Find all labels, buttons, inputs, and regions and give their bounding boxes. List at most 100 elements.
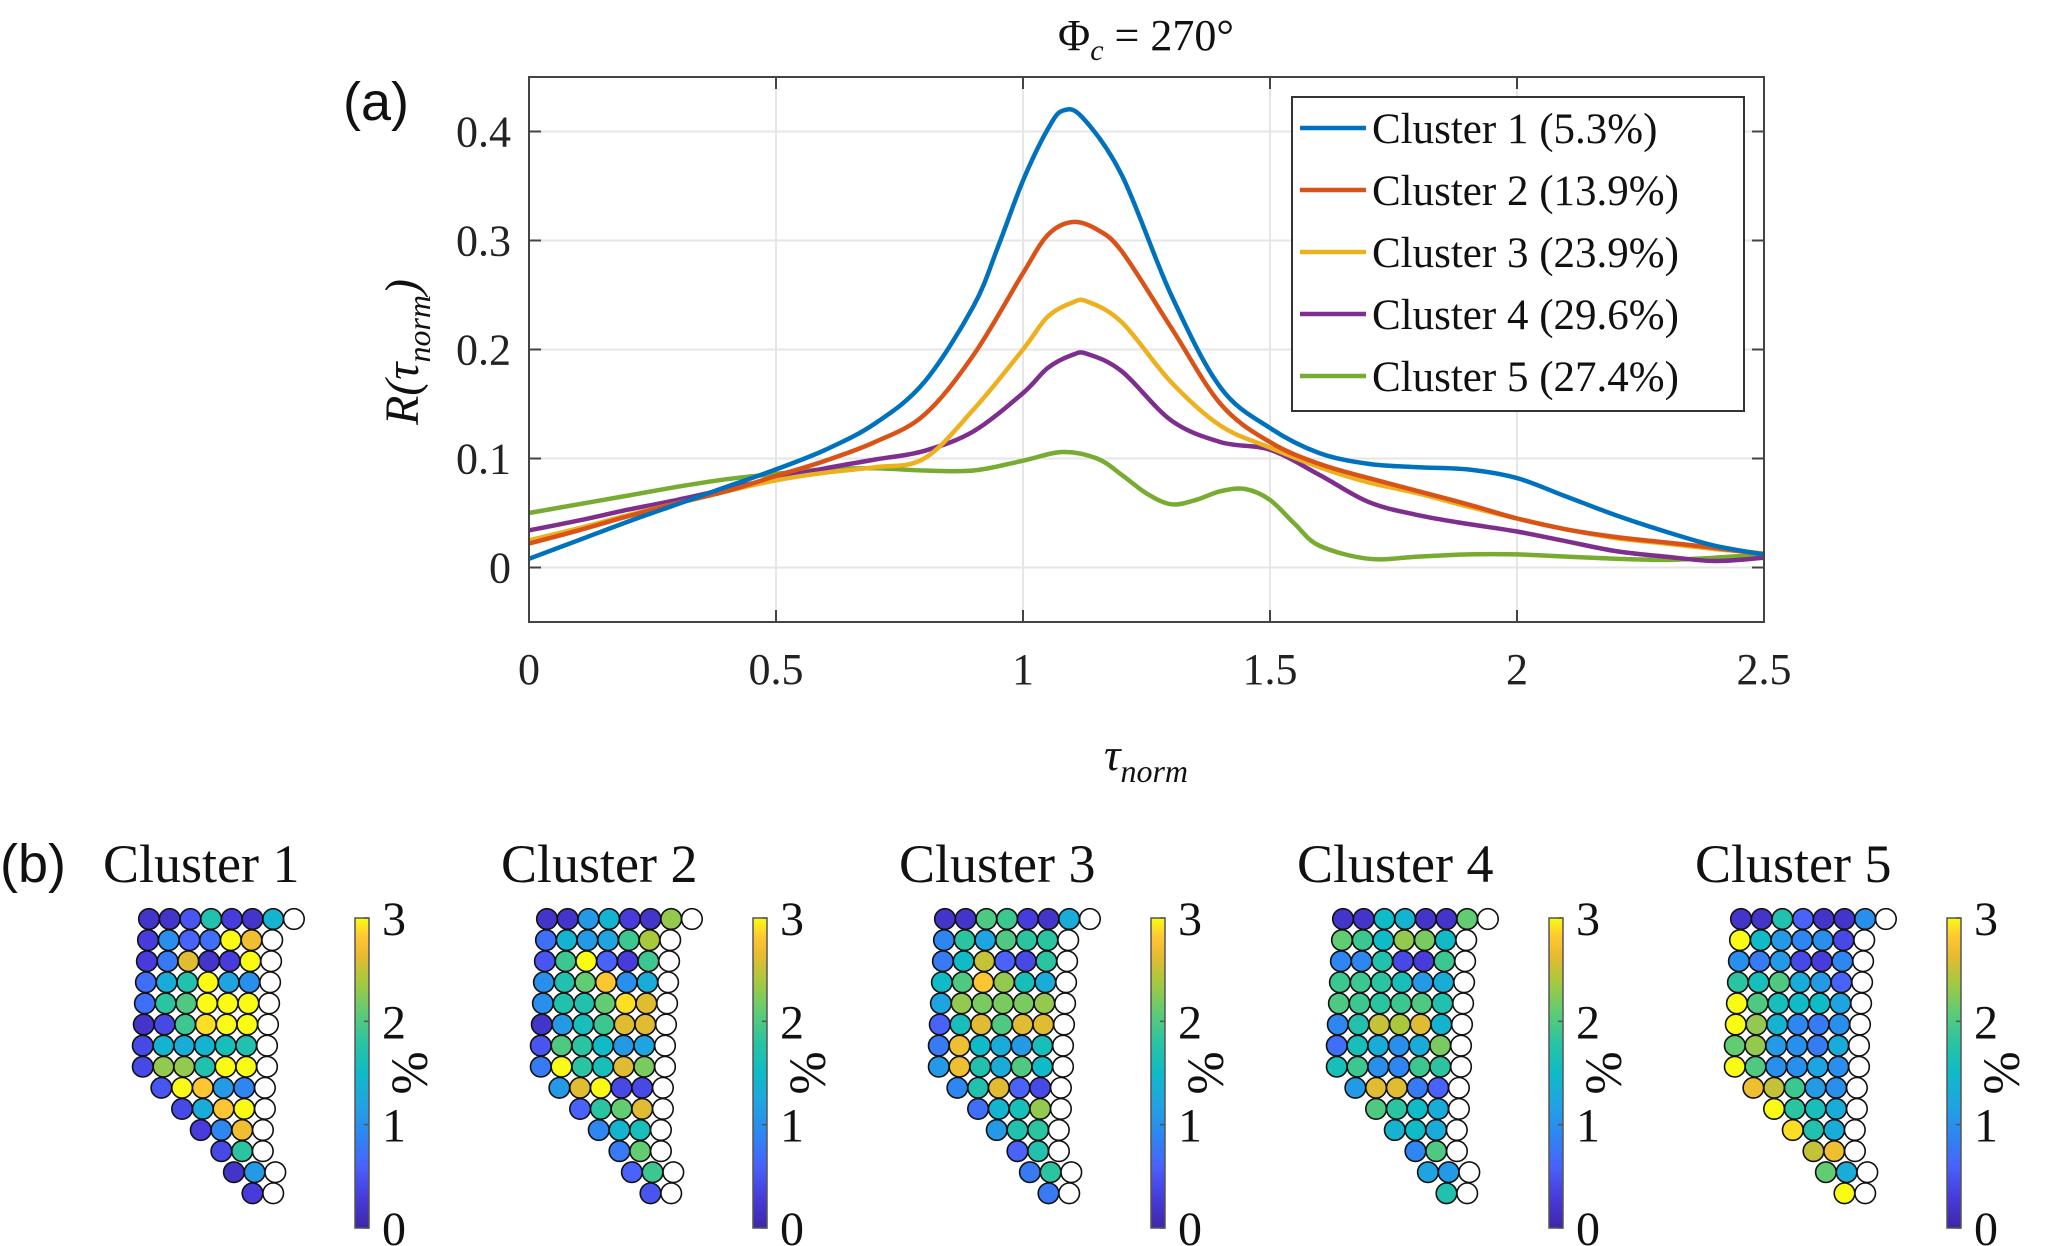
title-subscript: c: [1090, 34, 1103, 67]
cluster-map-title: Cluster 5: [1695, 834, 1892, 894]
sensor-circle: [1828, 1013, 1851, 1036]
sensor-circle: [1013, 971, 1036, 994]
empty-sensor-circle: [1049, 1097, 1072, 1120]
empty-sensor-circle: [259, 971, 282, 994]
sensor-circle: [1770, 928, 1793, 952]
empty-sensor-circle: [653, 1055, 677, 1078]
sensor-circle: [618, 907, 641, 931]
colorbar-tick-label: 1: [1178, 1100, 1202, 1153]
sensor-circle: [239, 950, 262, 973]
sensor-circle: [194, 1013, 217, 1036]
sensor-circle: [948, 1034, 971, 1057]
sensor-circle: [951, 971, 974, 994]
sensor-circle: [553, 971, 576, 994]
colorbar-tick-label: 0: [382, 1203, 406, 1246]
sensor-circle: [1370, 971, 1393, 994]
sensor-circle: [156, 950, 179, 973]
sensor-circle: [1725, 992, 1748, 1015]
sensor-circle: [1723, 1034, 1746, 1057]
sensor-circle: [1811, 928, 1834, 952]
sensor-circle: [1369, 992, 1392, 1015]
sensor-circle: [1027, 1118, 1050, 1142]
empty-sensor-circle: [655, 992, 679, 1015]
sensor-circle: [573, 992, 596, 1015]
sensor-circle: [1367, 1034, 1390, 1057]
colorbar-gradient: [1150, 917, 1166, 1229]
empty-sensor-circle: [680, 907, 704, 931]
sensor-circle: [1385, 1076, 1408, 1099]
panel-b-label: (b): [0, 834, 66, 894]
sensor-circle: [134, 971, 157, 994]
sensor-circle: [1408, 1034, 1431, 1057]
sensor-circle: [212, 1076, 235, 1099]
sensor-circle: [136, 928, 160, 952]
sensor-circle: [529, 1055, 552, 1078]
sensor-circle: [237, 992, 260, 1015]
sensor-circle: [975, 907, 998, 931]
sensor-circle: [154, 992, 177, 1015]
sensor-circle: [550, 1034, 573, 1057]
sensor-circle: [927, 1055, 950, 1078]
empty-sensor-circle: [649, 1118, 673, 1142]
legend-label: Cluster 2 (13.9%): [1372, 168, 1679, 215]
sensor-circle: [1427, 1097, 1450, 1120]
sensor-circle: [1390, 971, 1414, 994]
sensor-circle: [589, 1097, 612, 1120]
panel-a: (a) Φc = 270° 0 0.5 1 1.5 2 2.5 0 0.1 0.2 0.3 0.4…: [343, 11, 1792, 789]
sensor-circle: [593, 992, 617, 1015]
sensor-circle: [1823, 1139, 1846, 1163]
sensor-circle: [241, 907, 264, 931]
sensor-circle: [1437, 1161, 1460, 1184]
sensor-circle: [131, 1055, 154, 1078]
cluster-map-title: Cluster 3: [899, 834, 1096, 894]
sensor-circle: [214, 1055, 237, 1078]
sensor-circle: [1033, 992, 1056, 1015]
sensor-circle: [1011, 1013, 1034, 1036]
sensor-circle: [1411, 971, 1434, 994]
sensor-circle: [179, 907, 202, 931]
colorbar-tick-label: 1: [1576, 1100, 1600, 1153]
sensor-circle: [636, 971, 659, 994]
sensor-circle: [574, 971, 597, 994]
colorbar: 0 1 2 3%: [1946, 893, 2031, 1246]
sensor-circle: [233, 1076, 256, 1099]
sensor-circle: [1010, 1055, 1033, 1078]
sensor-circle: [572, 1013, 595, 1036]
circle-grid: [131, 907, 306, 1205]
sensor-circle: [131, 1034, 154, 1057]
title-phi: Φ: [1058, 11, 1090, 60]
sensor-circle: [193, 1055, 216, 1078]
colorbar-tick-label: 3: [1576, 893, 1600, 946]
empty-sensor-circle: [1447, 1076, 1470, 1099]
sensor-circle: [1806, 1055, 1829, 1078]
sensor-circle: [992, 971, 1016, 994]
sensor-circle: [1012, 992, 1035, 1015]
sensor-circle: [1744, 1034, 1767, 1057]
empty-sensor-circle: [1843, 1118, 1866, 1142]
sensor-circle: [612, 1034, 635, 1057]
empty-sensor-circle: [1848, 1013, 1872, 1036]
sensor-circle: [1745, 1013, 1768, 1036]
colorbar-tick-label: 3: [1178, 893, 1202, 946]
sensor-circle: [236, 1013, 259, 1036]
sensor-circle: [634, 1013, 657, 1036]
sensor-circle: [1750, 907, 1773, 931]
sensor-circle: [1018, 1161, 1042, 1184]
sensor-circle: [1032, 1013, 1055, 1036]
y-tick-label: 0.3: [456, 217, 511, 266]
sensor-circle: [153, 1013, 176, 1036]
sensor-circle: [576, 928, 599, 952]
colorbar: 0 1 2 3%: [752, 893, 837, 1246]
sensor-circle: [591, 1034, 615, 1057]
colorbar-gradient: [354, 917, 370, 1229]
sensor-circle: [1331, 907, 1355, 931]
title-value: = 270°: [1104, 11, 1234, 60]
sensor-circle: [210, 1139, 233, 1163]
sensor-circle: [554, 950, 577, 973]
empty-sensor-circle: [261, 928, 284, 952]
sensor-circle: [1729, 907, 1753, 931]
sensor-circle: [152, 1034, 175, 1057]
legend-item-cluster-1: Cluster 1 (5.3%): [1300, 106, 1657, 153]
legend-items: Cluster 1 (5.3%) Cluster 2 (13.9%) Cluster…: [1300, 106, 1679, 401]
colorbar: 0 1 2 3%: [1548, 893, 1633, 1246]
